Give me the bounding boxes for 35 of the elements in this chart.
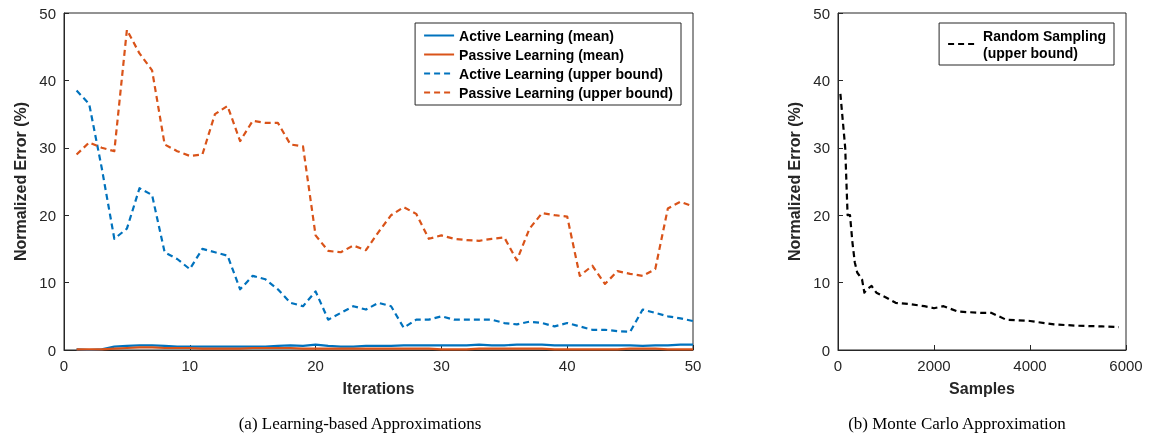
x-tick-label: 40 [558, 357, 576, 374]
legend-label: Passive Learning (mean) [459, 46, 625, 63]
y-tick-label: 10 [39, 274, 56, 292]
legend-label: Active Learning (upper bound) [459, 65, 663, 82]
y-tick-label: 0 [47, 341, 56, 359]
y-tick-label: 0 [821, 341, 830, 359]
text: (a) Learning-based Approximations [238, 414, 482, 433]
y-tick-label: 30 [813, 139, 830, 157]
legend-label: Passive Learning (upper bound) [459, 84, 673, 101]
y-tick-label: 20 [813, 206, 830, 224]
x-tick-label: 4000 [1013, 357, 1047, 374]
y-tick-label: 40 [39, 71, 56, 89]
legend-label: Active Learning (mean) [459, 27, 614, 44]
x-tick-label: 50 [684, 357, 702, 374]
line-series [839, 92, 1120, 329]
y-axis-title: Normalized Error (%) [11, 101, 29, 262]
legend-label: Random Sampling (upper bound) [983, 27, 1107, 61]
x-tick-label: 20 [307, 357, 324, 374]
x-tick-label: 10 [181, 357, 199, 374]
y-tick-label: 20 [39, 206, 56, 224]
y-tick-label: 50 [813, 4, 830, 22]
y-axis-title: Normalized Error (%) [785, 101, 803, 262]
x-axis-title: Iterations [342, 379, 415, 397]
x-axis-title: Samples [949, 379, 1016, 397]
x-tick-label: 6000 [1109, 357, 1143, 374]
x-tick-label: 30 [433, 357, 450, 374]
y-tick-label: 10 [813, 274, 830, 292]
x-tick-label: 2000 [917, 357, 951, 374]
x-tick-label: 0 [59, 357, 69, 374]
x-tick-label: 0 [833, 357, 843, 374]
y-tick-label: 40 [813, 71, 830, 89]
y-tick-label: 50 [39, 4, 56, 22]
text: (b) Monte Carlo Approximation [848, 414, 1067, 433]
line-series [75, 89, 695, 333]
y-tick-label: 30 [39, 139, 56, 157]
